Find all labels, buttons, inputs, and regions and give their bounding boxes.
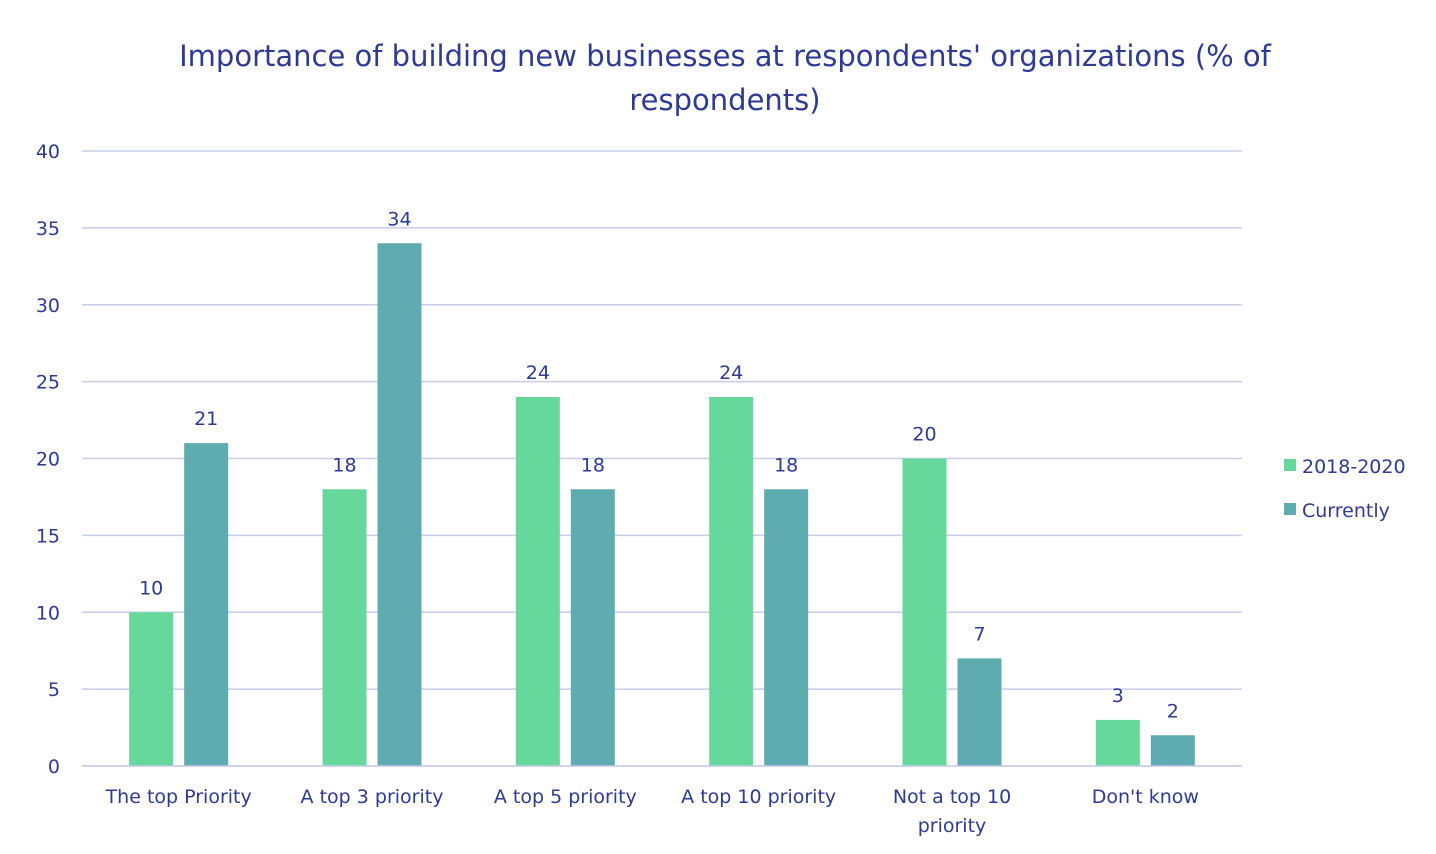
x-category-label: priority xyxy=(918,815,987,837)
bar xyxy=(570,489,615,766)
data-label: 7 xyxy=(973,623,985,645)
chart-title: Importance of building new businesses at… xyxy=(179,39,1271,117)
legend-swatch xyxy=(1284,503,1296,515)
bar xyxy=(184,443,229,766)
y-tick-label: 5 xyxy=(48,679,60,701)
legend-swatch xyxy=(1284,459,1296,471)
bar xyxy=(129,612,174,766)
bar xyxy=(709,397,754,766)
data-label: 24 xyxy=(719,362,743,384)
y-tick-label: 25 xyxy=(36,372,60,394)
y-axis-ticks: 0 5 10 15 20 25 30 35 40 xyxy=(36,141,60,778)
data-label: 2 xyxy=(1167,700,1179,722)
bar xyxy=(377,243,422,766)
bar xyxy=(1095,719,1140,766)
data-label: 3 xyxy=(1112,685,1124,707)
data-label: 21 xyxy=(194,408,218,430)
data-labels: 10 21 18 34 24 18 24 18 20 7 3 2 xyxy=(139,208,1179,722)
data-label: 24 xyxy=(526,362,550,384)
bar xyxy=(957,658,1002,766)
y-tick-label: 20 xyxy=(36,449,60,471)
x-category-label: A top 10 priority xyxy=(681,786,836,808)
y-tick-label: 40 xyxy=(36,141,60,163)
y-tick-label: 10 xyxy=(36,602,60,624)
legend: 2018-2020 Currently xyxy=(1284,456,1406,522)
legend-label: Currently xyxy=(1302,500,1390,522)
x-category-label: A top 3 priority xyxy=(301,786,444,808)
x-category-label: Not a top 10 xyxy=(893,786,1011,808)
data-label: 18 xyxy=(332,454,356,476)
data-label: 10 xyxy=(139,577,163,599)
x-category-label: The top Priority xyxy=(105,786,252,808)
y-tick-label: 0 xyxy=(48,756,60,778)
bar xyxy=(515,397,560,766)
gridlines xyxy=(82,150,1242,767)
data-label: 18 xyxy=(774,454,798,476)
x-category-label: Don't know xyxy=(1092,786,1199,808)
y-tick-label: 30 xyxy=(36,295,60,317)
bar xyxy=(1150,735,1195,766)
x-axis-categories: The top Priority A top 3 priority A top 5 … xyxy=(105,786,1199,837)
data-label: 18 xyxy=(581,454,605,476)
bar xyxy=(902,458,947,766)
y-tick-label: 15 xyxy=(36,525,60,547)
bar xyxy=(322,489,367,766)
bar xyxy=(764,489,809,766)
x-category-label: A top 5 priority xyxy=(494,786,637,808)
y-tick-label: 35 xyxy=(36,218,60,240)
legend-label: 2018-2020 xyxy=(1302,456,1406,478)
data-label: 34 xyxy=(387,208,411,230)
data-label: 20 xyxy=(912,424,936,446)
bars xyxy=(82,243,1242,767)
